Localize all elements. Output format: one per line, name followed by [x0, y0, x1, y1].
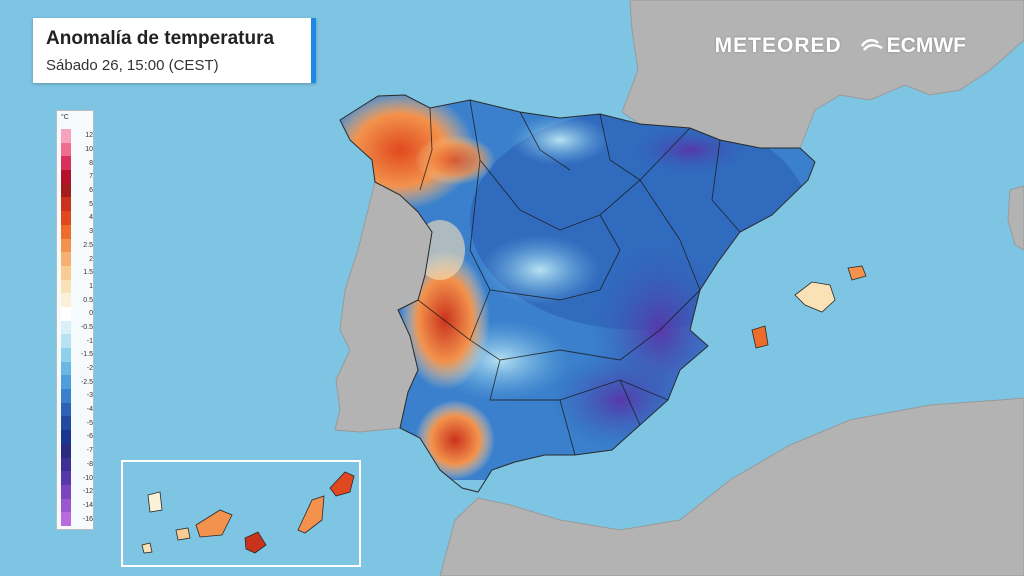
map-title: Anomalía de temperatura [46, 28, 275, 49]
legend-swatch [61, 293, 71, 307]
legend-labels: 12 10 8 7 6 5 4 3 2.5 2 1.5 1 0.5 0 -0.5 -1 -1.5 -2 -2.5 -3… [75, 129, 93, 526]
legend-label: 2 [89, 255, 93, 263]
legend-label: 0.5 [83, 296, 93, 304]
legend-swatch [61, 334, 71, 348]
legend-label: -0.5 [80, 323, 93, 331]
legend-swatch [61, 498, 71, 513]
legend-color-bar [61, 129, 71, 526]
legend-swatch [61, 443, 71, 458]
legend-label: 5 [89, 200, 93, 208]
legend-label: -7 [86, 447, 93, 455]
legend-swatch [61, 252, 71, 266]
balearic-islands [751, 265, 867, 349]
legend-label: 10 [85, 146, 93, 154]
ecmwf-logo-text: ECMWF [886, 34, 966, 57]
legend-swatch [61, 238, 71, 253]
legend-label: -3 [86, 392, 93, 400]
canary-islands [141, 471, 355, 554]
legend-swatch [61, 457, 71, 472]
legend-label: 2.5 [83, 241, 93, 249]
legend-swatch [61, 224, 71, 239]
legend-swatch [61, 183, 71, 198]
legend-swatch [61, 142, 71, 157]
legend-label: 0 [89, 310, 93, 318]
legend-swatch [61, 512, 71, 526]
legend-swatch [61, 484, 71, 499]
legend-label: -12 [82, 488, 93, 496]
legend-swatch [61, 471, 71, 485]
legend-label: 1 [89, 282, 93, 290]
color-legend: °C 12 10 8 7 6 5 4 3 2.5 2 1.5 1 0.5 0 -0.5 -1 -1.5 -2 -2.… [56, 110, 94, 530]
legend-label: -5 [86, 419, 93, 427]
legend-swatch [61, 170, 71, 184]
legend-swatch [61, 402, 71, 417]
legend-label: -6 [86, 433, 93, 441]
legend-label: 4 [89, 214, 93, 222]
legend-label: -4 [86, 406, 93, 414]
legend-label: -1 [86, 337, 93, 345]
legend-label: 12 [85, 132, 93, 140]
sardinia-landmass [1007, 185, 1024, 251]
legend-swatch [61, 197, 71, 212]
legend-label: -16 [82, 515, 93, 523]
legend-label: 1.5 [83, 269, 93, 277]
legend-swatch [61, 279, 71, 294]
legend-swatch [61, 265, 71, 280]
legend-swatch [61, 320, 71, 335]
legend-label: -2.5 [80, 378, 93, 386]
legend-label: -10 [82, 474, 93, 482]
legend-swatch [61, 306, 71, 321]
legend-swatch [61, 361, 71, 376]
legend-swatch [61, 430, 71, 444]
legend-swatch [61, 416, 71, 431]
ecmwf-swirl-icon [860, 39, 883, 51]
map-subtitle: Sábado 26, 15:00 (CEST) [46, 57, 219, 74]
france-landmass [621, 0, 1024, 149]
legend-label: 7 [89, 173, 93, 181]
legend-swatch [61, 156, 71, 171]
ecmwf-logo: ECMWF [860, 34, 966, 58]
legend-label: -2 [86, 365, 93, 373]
region-borders [417, 99, 741, 456]
canary-inset-frame [121, 460, 361, 567]
legend-swatch [61, 348, 71, 362]
legend-swatch [61, 129, 71, 143]
legend-label: 6 [89, 187, 93, 195]
meteored-logo: METEORED [714, 34, 842, 57]
legend-label: -1.5 [80, 351, 93, 359]
legend-swatch [61, 211, 71, 225]
legend-swatch [61, 375, 71, 390]
legend-label: -8 [86, 460, 93, 468]
legend-label: 3 [89, 228, 93, 236]
title-box: Anomalía de temperatura Sábado 26, 15:00… [33, 18, 316, 83]
legend-label: 8 [89, 159, 93, 167]
legend-label: -14 [82, 501, 93, 509]
legend-swatch [61, 389, 71, 403]
africa-landmass [439, 397, 1024, 576]
logos: METEORED ECMWF [715, 34, 966, 58]
legend-unit: °C [61, 114, 69, 121]
